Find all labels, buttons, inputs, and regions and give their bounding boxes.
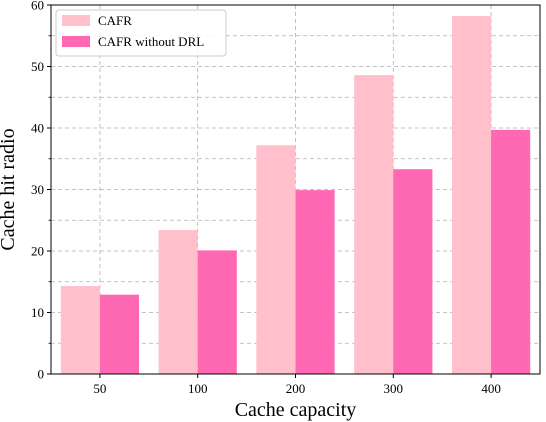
bar-cafr-400 <box>451 16 492 374</box>
bars <box>60 16 531 375</box>
bar-cafr-200 <box>256 145 296 374</box>
bar-cafr-without-drl-400 <box>491 129 531 374</box>
y-axis: 0 10 20 30 40 50 60 <box>31 0 51 382</box>
x-tick-label: 100 <box>188 381 208 396</box>
y-tick-label: 50 <box>31 59 44 74</box>
bar-cafr-without-drl-100 <box>197 250 237 374</box>
y-axis-title: Cache hit radio <box>0 128 19 250</box>
y-tick-label: 0 <box>38 367 45 382</box>
x-tick-label: 200 <box>286 381 306 396</box>
x-tick-label: 300 <box>384 381 404 396</box>
x-axis-title: Cache capacity <box>235 399 357 421</box>
x-tick-label: 50 <box>93 381 106 396</box>
x-tick-label: 400 <box>481 381 501 396</box>
y-tick-label: 20 <box>31 244 44 259</box>
bar-cafr-without-drl-200 <box>295 190 335 374</box>
bar-cafr-100 <box>158 230 198 374</box>
legend-swatch-cafr <box>62 15 90 26</box>
bar-cafr-50 <box>60 286 100 374</box>
y-tick-label: 40 <box>31 121 44 136</box>
y-tick-label: 10 <box>31 305 44 320</box>
bar-cafr-without-drl-300 <box>393 169 433 374</box>
legend-label-cafr-without-drl: CAFR without DRL <box>98 34 204 49</box>
y-tick-label: 30 <box>31 182 44 197</box>
bar-cafr-without-drl-50 <box>99 294 140 374</box>
legend: CAFR CAFR without DRL <box>55 9 227 57</box>
legend-swatch-cafr-without-drl <box>62 36 90 47</box>
bar-cafr-300 <box>354 75 394 375</box>
legend-box <box>55 9 227 57</box>
x-axis: 50 100 200 300 400 <box>93 374 501 396</box>
y-tick-label: 60 <box>31 0 44 13</box>
legend-label-cafr: CAFR <box>98 13 132 28</box>
